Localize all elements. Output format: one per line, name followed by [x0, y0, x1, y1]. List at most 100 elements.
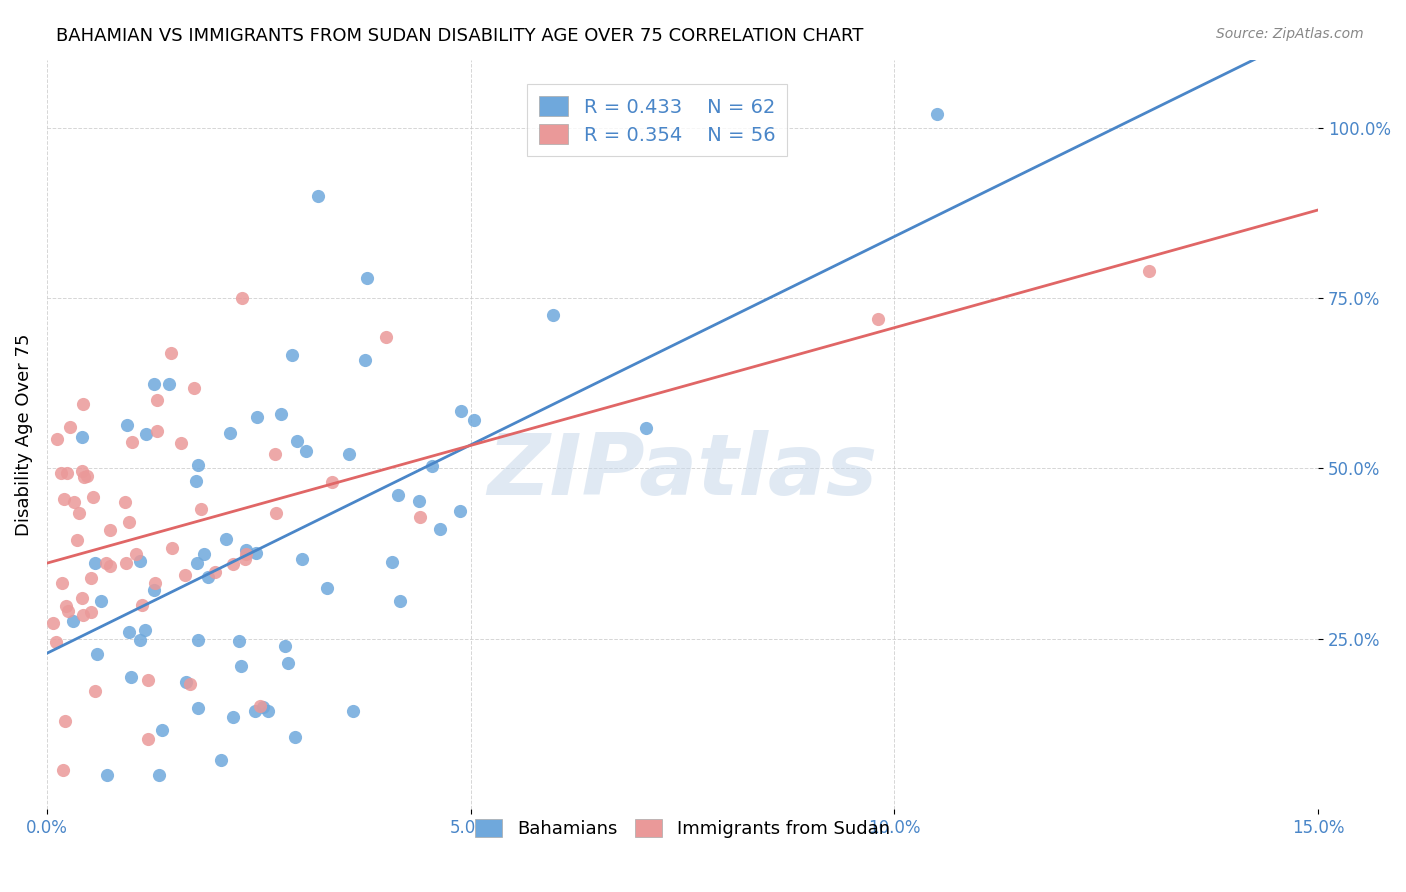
Point: [290, 552, 312, 566]
Point: [135, 427, 157, 442]
Point: [245, 546, 267, 560]
Point: [307, 189, 329, 203]
Text: ZIPatlas: ZIPatlas: [488, 430, 877, 513]
Point: [72, 397, 94, 411]
Point: [187, 458, 209, 472]
Text: BAHAMIAN VS IMMIGRANTS FROM SUDAN DISABILITY AGE OVER 75 CORRELATION CHART: BAHAMIAN VS IMMIGRANTS FROM SUDAN DISABI…: [56, 27, 863, 45]
Point: [134, 623, 156, 637]
Point: [125, 547, 148, 561]
Point: [245, 704, 267, 718]
Point: [176, 675, 198, 690]
Point: [52, 763, 75, 777]
Point: [58, 604, 80, 618]
Point: [375, 330, 398, 344]
Point: [183, 381, 205, 395]
Point: [94, 556, 117, 570]
Point: [388, 594, 411, 608]
Point: [429, 522, 451, 536]
Point: [45, 635, 67, 649]
Point: [63, 495, 86, 509]
Point: [295, 444, 318, 458]
Point: [197, 570, 219, 584]
Point: [252, 700, 274, 714]
Point: [229, 658, 252, 673]
Point: [62, 615, 84, 629]
Point: [246, 409, 269, 424]
Point: [70, 430, 93, 444]
Point: [634, 421, 657, 435]
Point: [45, 433, 67, 447]
Point: [86, 647, 108, 661]
Point: [51, 466, 73, 480]
Point: [190, 501, 212, 516]
Point: [80, 605, 103, 619]
Y-axis label: Disability Age Over 75: Disability Age Over 75: [15, 333, 32, 535]
Point: [449, 504, 471, 518]
Point: [387, 488, 409, 502]
Point: [98, 524, 121, 538]
Point: [82, 491, 104, 505]
Point: [170, 435, 193, 450]
Point: [381, 555, 404, 569]
Point: [353, 352, 375, 367]
Point: [83, 684, 105, 698]
Point: [136, 732, 159, 747]
Point: [90, 594, 112, 608]
Point: [866, 311, 889, 326]
Point: [160, 346, 183, 360]
Point: [52, 491, 75, 506]
Point: [146, 424, 169, 438]
Point: [222, 709, 245, 723]
Point: [228, 633, 250, 648]
Point: [136, 673, 159, 687]
Point: [69, 506, 91, 520]
Point: [121, 435, 143, 450]
Point: [98, 559, 121, 574]
Point: [80, 571, 103, 585]
Point: [173, 567, 195, 582]
Point: [73, 469, 96, 483]
Point: [231, 291, 253, 305]
Point: [409, 510, 432, 524]
Point: [150, 723, 173, 737]
Point: [146, 392, 169, 407]
Point: [55, 714, 77, 729]
Point: [463, 413, 485, 427]
Point: [215, 533, 238, 547]
Point: [316, 581, 339, 595]
Point: [179, 677, 201, 691]
Point: [321, 475, 343, 490]
Point: [129, 633, 152, 648]
Point: [264, 447, 287, 461]
Point: [193, 547, 215, 561]
Point: [450, 403, 472, 417]
Point: [1137, 264, 1160, 278]
Point: [142, 583, 165, 598]
Point: [76, 469, 98, 483]
Point: [70, 464, 93, 478]
Point: [184, 475, 207, 489]
Point: [187, 701, 209, 715]
Point: [56, 466, 79, 480]
Point: [84, 556, 107, 570]
Point: [249, 699, 271, 714]
Point: [266, 506, 288, 520]
Point: [120, 670, 142, 684]
Point: [128, 554, 150, 568]
Point: [356, 270, 378, 285]
Point: [157, 376, 180, 391]
Point: [284, 730, 307, 744]
Point: [160, 541, 183, 555]
Point: [925, 107, 948, 121]
Text: Source: ZipAtlas.com: Source: ZipAtlas.com: [1216, 27, 1364, 41]
Point: [148, 768, 170, 782]
Point: [408, 494, 430, 508]
Point: [204, 565, 226, 579]
Point: [287, 434, 309, 449]
Point: [59, 420, 82, 434]
Point: [420, 458, 443, 473]
Point: [118, 516, 141, 530]
Point: [270, 408, 292, 422]
Point: [114, 495, 136, 509]
Point: [342, 704, 364, 718]
